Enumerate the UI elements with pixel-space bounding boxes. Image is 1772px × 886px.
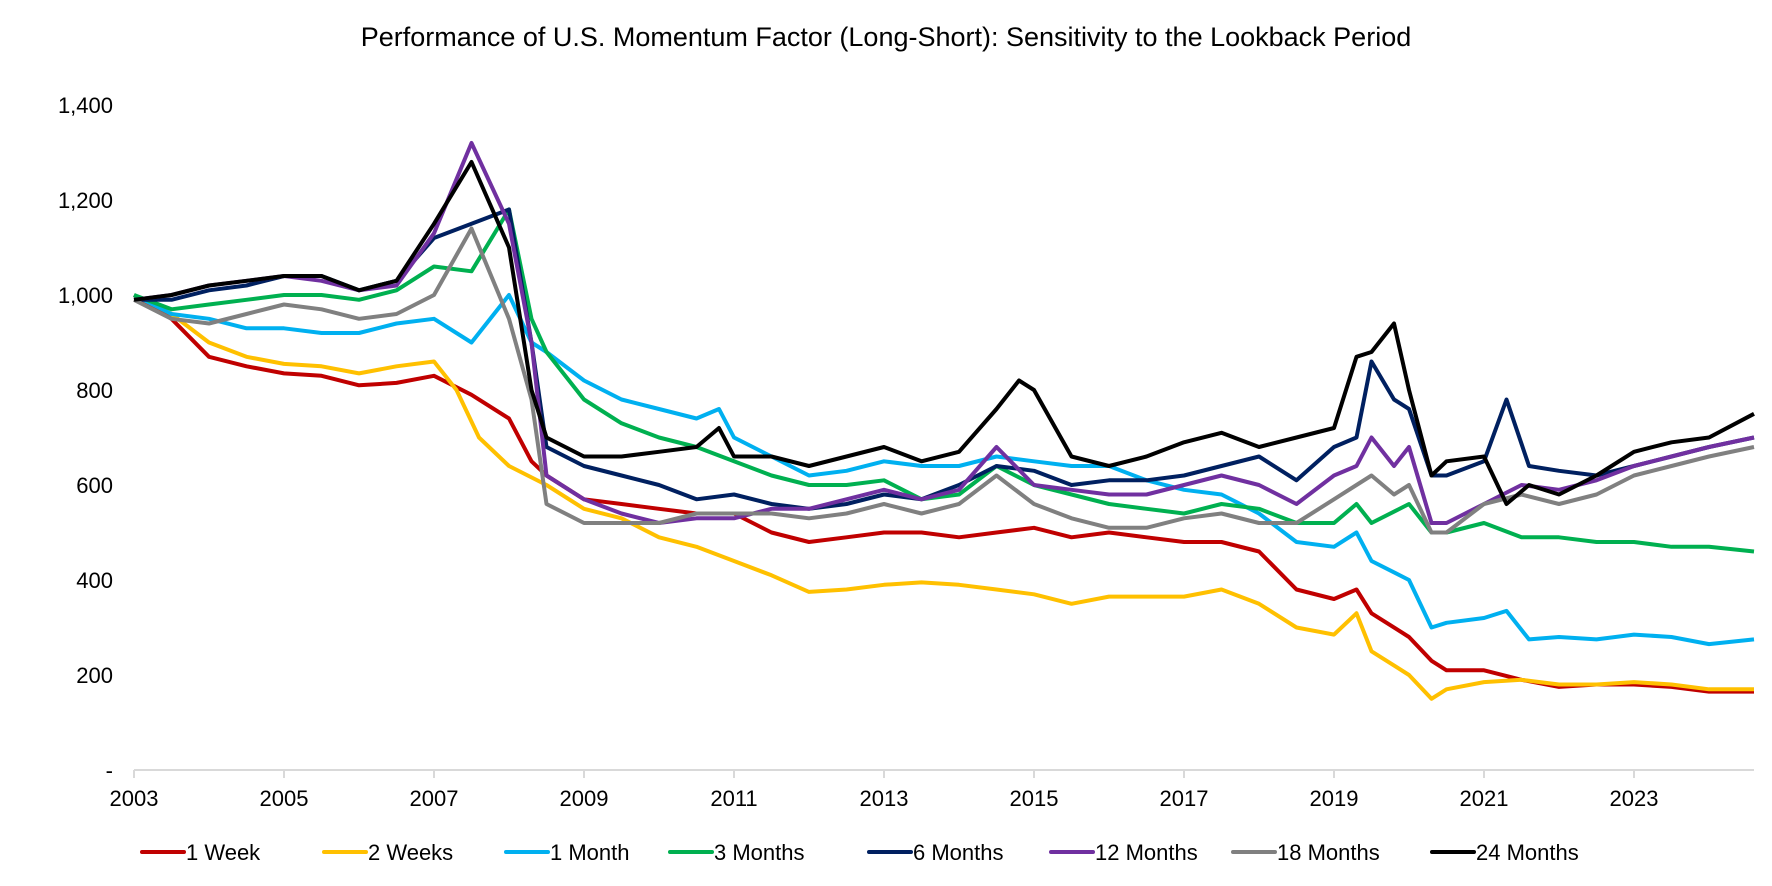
series-line-1-week (132, 293, 1754, 694)
legend-item: 24 Months (1430, 840, 1579, 865)
legend-label: 6 Months (913, 840, 1004, 865)
chart-title: Performance of U.S. Momentum Factor (Lon… (361, 22, 1411, 52)
y-tick-label: 600 (76, 473, 113, 498)
legend-item: 1 Week (140, 840, 261, 865)
x-tick-label: 2023 (1610, 786, 1659, 811)
legend-item: 1 Month (504, 840, 630, 865)
legend-item: 2 Weeks (322, 840, 453, 865)
legend-label: 1 Week (186, 840, 261, 865)
series-line-1-month (133, 293, 1755, 647)
series-line-18-months (133, 226, 1755, 535)
legend-label: 12 Months (1095, 840, 1198, 865)
legend-label: 18 Months (1277, 840, 1380, 865)
x-tick-label: 2017 (1160, 786, 1209, 811)
x-tick-label: 2021 (1460, 786, 1509, 811)
y-tick-label: 1,200 (58, 188, 113, 213)
x-tick-label: 2013 (860, 786, 909, 811)
x-tick-label: 2005 (260, 786, 309, 811)
x-tick-label: 2003 (110, 786, 159, 811)
y-tick-label: - (106, 758, 113, 783)
y-tick-label: 400 (76, 568, 113, 593)
legend-label: 24 Months (1476, 840, 1579, 865)
legend-item: 12 Months (1049, 840, 1198, 865)
x-tick-label: 2015 (1010, 786, 1059, 811)
legend-item: 6 Months (867, 840, 1004, 865)
series-line-24-months (133, 160, 1755, 506)
x-tick-label: 2011 (710, 786, 757, 811)
legend-label: 3 Months (714, 840, 805, 865)
series-line-3-months (133, 207, 1755, 554)
y-tick-label: 1,400 (58, 93, 113, 118)
series-line-6-months (134, 207, 1755, 511)
legend-label: 1 Month (550, 840, 630, 865)
y-tick-label: 800 (76, 378, 113, 403)
x-tick-label: 2009 (560, 786, 609, 811)
legend-item: 3 Months (668, 840, 805, 865)
y-tick-label: 1,000 (58, 283, 113, 308)
series-line-2-weeks (133, 293, 1754, 701)
y-tick-label: 200 (76, 663, 113, 688)
x-tick-label: 2019 (1310, 786, 1359, 811)
series-line-12-months (133, 141, 1755, 525)
legend-item: 18 Months (1231, 840, 1380, 865)
x-tick-label: 2007 (410, 786, 459, 811)
legend-label: 2 Weeks (368, 840, 453, 865)
